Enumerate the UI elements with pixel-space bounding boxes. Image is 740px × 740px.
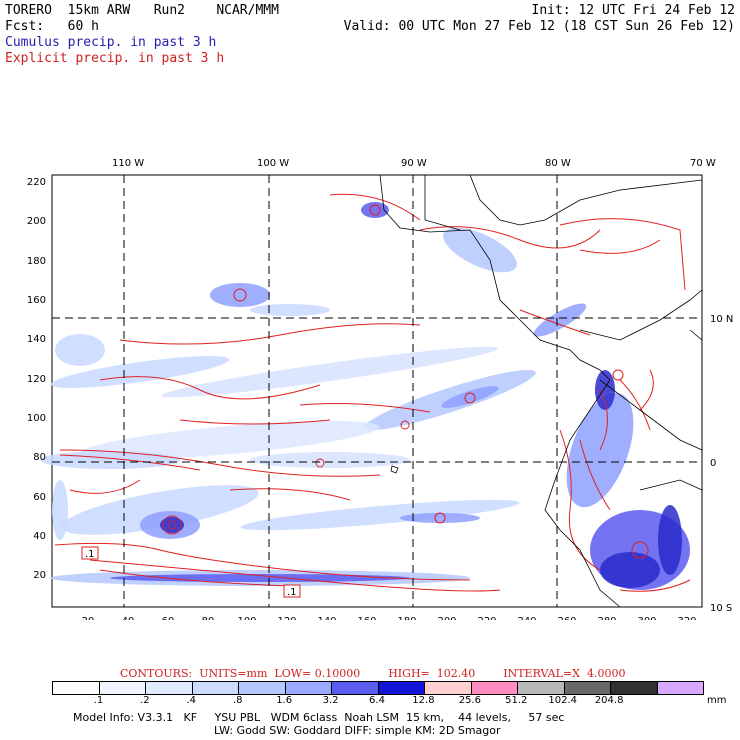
init-time: Init: 12 UTC Fri 24 Feb 12 bbox=[531, 3, 736, 18]
lon-label: 70 W bbox=[690, 158, 716, 169]
cumulus-precip-label: Cumulus precip. in past 3 h bbox=[5, 35, 217, 50]
x-tick: 280 bbox=[597, 616, 616, 620]
lon-labels: 110 W 100 W 90 W 80 W 70 W bbox=[112, 158, 716, 169]
colorbar-swatch bbox=[146, 682, 193, 694]
colorbar-level: 51.2 bbox=[505, 695, 528, 706]
colorbar-level: .4 bbox=[186, 695, 197, 706]
lat-labels: 10 N 0 10 S bbox=[710, 314, 733, 614]
y-tick: 200 bbox=[27, 216, 46, 227]
y-tick: 180 bbox=[27, 256, 46, 267]
lat-label: 10 N bbox=[710, 314, 733, 325]
explicit-precip-contours bbox=[54, 193, 691, 592]
y-tick-labels: 220 200 180 160 140 120 100 80 60 40 20 bbox=[27, 177, 46, 581]
x-tick-labels: 20 40 60 80 100 120 140 160 180 200 220 … bbox=[82, 616, 697, 620]
x-tick: 220 bbox=[477, 616, 496, 620]
contour-high: HIGH= 102.40 bbox=[388, 667, 476, 680]
y-tick: 40 bbox=[33, 531, 46, 542]
colorbar-swatch bbox=[239, 682, 286, 694]
y-tick: 160 bbox=[27, 295, 46, 306]
contour-label: .1 bbox=[85, 549, 95, 560]
explicit-precip-label: Explicit precip. in past 3 h bbox=[5, 51, 225, 66]
lat-label: 10 S bbox=[710, 603, 732, 614]
forecast-hour: Fcst: 60 h bbox=[5, 19, 99, 34]
x-tick: 20 bbox=[82, 616, 95, 620]
lat-lon-grid bbox=[52, 175, 702, 607]
valid-time: Valid: 00 UTC Mon 27 Feb 12 (18 CST Sun … bbox=[343, 19, 735, 34]
x-tick: 160 bbox=[357, 616, 376, 620]
x-tick: 240 bbox=[517, 616, 536, 620]
x-tick: 300 bbox=[637, 616, 656, 620]
x-tick: 60 bbox=[162, 616, 175, 620]
x-tick: 80 bbox=[202, 616, 215, 620]
lon-label: 90 W bbox=[401, 158, 427, 169]
colorbar-unit: mm bbox=[707, 695, 727, 706]
lon-label: 100 W bbox=[257, 158, 289, 169]
y-tick: 100 bbox=[27, 413, 46, 424]
colorbar-level: 25.6 bbox=[458, 695, 481, 706]
x-tick: 180 bbox=[397, 616, 416, 620]
physics-info: LW: Godd SW: Goddard DIFF: simple KM: 2D… bbox=[214, 724, 501, 737]
colorbar-swatch bbox=[285, 682, 332, 694]
contour-label: .1 bbox=[287, 587, 297, 598]
x-tick: 120 bbox=[277, 616, 296, 620]
y-tick: 20 bbox=[33, 570, 46, 581]
cumulus-precip-field bbox=[40, 202, 690, 590]
colorbar-level: .2 bbox=[140, 695, 150, 706]
precip-colorbar bbox=[52, 681, 704, 695]
colorbar-level: 204.8 bbox=[594, 695, 624, 706]
precip-map: .1 .1 110 W 100 W 90 W 80 W 70 W 10 N 0 … bbox=[27, 158, 733, 620]
coastlines bbox=[379, 174, 703, 608]
y-tick: 220 bbox=[27, 177, 46, 188]
contour-labels: .1 .1 bbox=[81, 546, 301, 598]
x-tick: 100 bbox=[237, 616, 256, 620]
lon-label: 80 W bbox=[545, 158, 571, 169]
colorbar-level: 3.2 bbox=[322, 695, 339, 706]
title-line: TORERO 15km ARW Run2 NCAR/MMM bbox=[5, 3, 279, 18]
colorbar-level: 102.4 bbox=[548, 695, 578, 706]
x-tick: 320 bbox=[677, 616, 696, 620]
colorbar-swatch bbox=[564, 682, 611, 694]
colorbar-swatch bbox=[425, 682, 472, 694]
y-tick: 140 bbox=[27, 334, 46, 345]
colorbar-level: 6.4 bbox=[369, 695, 385, 706]
colorbar-level: 1.6 bbox=[276, 695, 293, 706]
colorbar-swatch bbox=[378, 682, 425, 694]
lon-label: 110 W bbox=[112, 158, 144, 169]
colorbar-swatch bbox=[471, 682, 518, 694]
y-tick: 60 bbox=[33, 492, 46, 503]
colorbar-swatch bbox=[332, 682, 379, 694]
colorbar-swatch bbox=[99, 682, 146, 694]
x-tick: 260 bbox=[557, 616, 576, 620]
colorbar-swatch bbox=[657, 682, 703, 694]
colorbar-swatch bbox=[192, 682, 239, 694]
colorbar-swatch bbox=[611, 682, 658, 694]
colorbar-swatch bbox=[53, 682, 100, 694]
colorbar-swatch bbox=[518, 682, 565, 694]
x-tick: 140 bbox=[317, 616, 336, 620]
y-tick: 80 bbox=[33, 452, 46, 463]
model-info: Model Info: V3.3.1 KF YSU PBL WDM 6class… bbox=[73, 711, 565, 724]
contour-units: CONTOURS: UNITS=mm LOW= 0.10000 bbox=[120, 667, 361, 680]
colorbar-level: .8 bbox=[232, 695, 243, 706]
y-tick: 120 bbox=[27, 374, 46, 385]
lat-label: 0 bbox=[710, 458, 716, 469]
x-tick: 200 bbox=[437, 616, 456, 620]
contour-interval: INTERVAL=X 4.0000 bbox=[503, 667, 626, 680]
colorbar-level: 12.8 bbox=[412, 695, 435, 706]
colorbar-level: .1 bbox=[93, 695, 104, 706]
x-tick: 40 bbox=[122, 616, 135, 620]
contour-info: CONTOURS: UNITS=mm LOW= 0.10000 HIGH= 102… bbox=[120, 667, 653, 680]
